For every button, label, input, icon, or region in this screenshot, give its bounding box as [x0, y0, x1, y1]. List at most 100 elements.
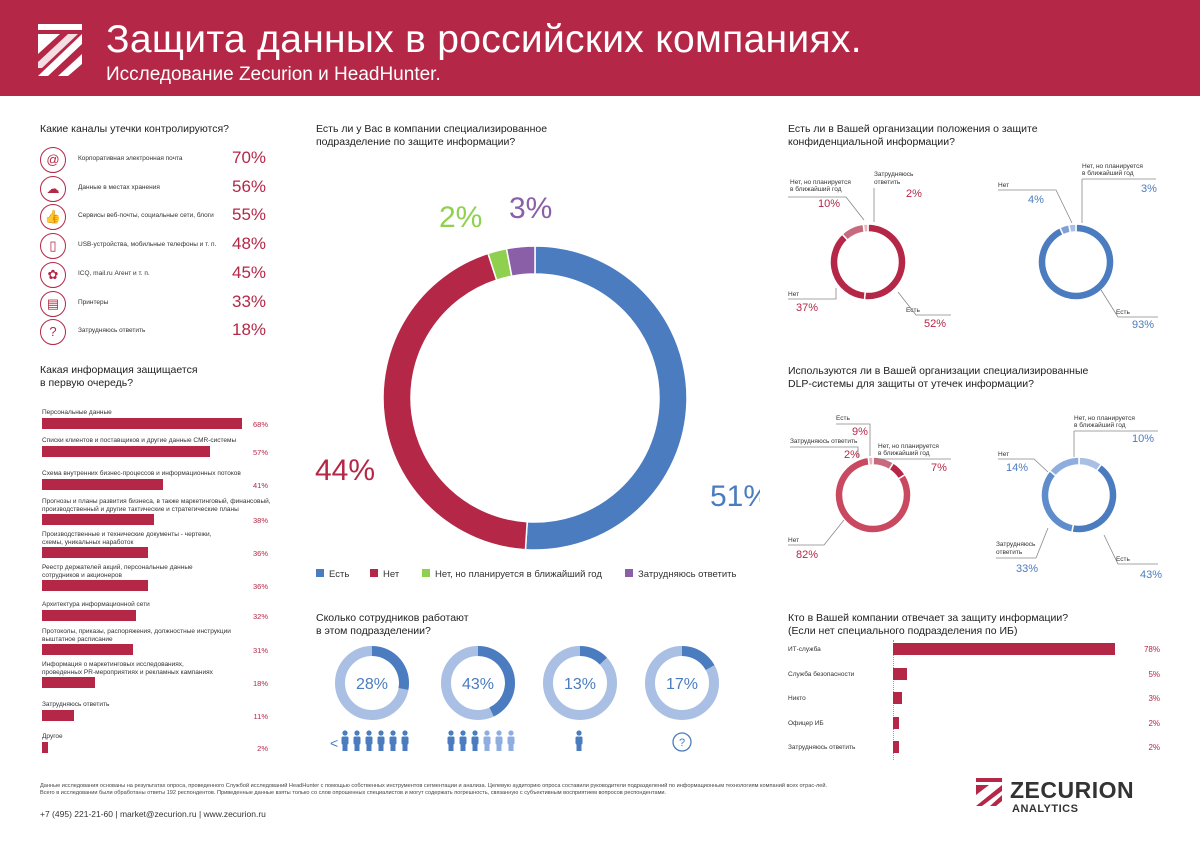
person-icon-legs: [576, 744, 582, 751]
staff-less-sign: <: [330, 735, 338, 751]
legend-no: Нет: [370, 569, 399, 580]
dlp-question-line1: Используются ли в Вашей организации спец…: [788, 365, 1089, 377]
staff-value: 13%: [564, 676, 596, 693]
info-bar: [42, 418, 242, 429]
info-label-line2: производственный и другие тактические и …: [42, 505, 239, 513]
who-bar: [893, 741, 899, 753]
phone-icon: ▯: [40, 233, 66, 260]
person-icon-head: [342, 730, 348, 736]
info-label: Другое: [42, 733, 63, 741]
info-value: 31%: [252, 646, 268, 655]
footer-contacts: +7 (495) 221-21-60 | market@zecurion.ru …: [40, 809, 266, 819]
policy-left-plan-label2: в ближайший год: [790, 185, 842, 193]
header-banner: Защита данных в российских компаниях. Ис…: [0, 0, 1200, 96]
info-bar: [42, 742, 48, 753]
channel-label: Сервисы веб-почты, социальные сети, блог…: [78, 212, 214, 220]
info-bar: [42, 610, 137, 621]
person-icon-head: [576, 730, 582, 736]
channel-value: 45%: [232, 262, 267, 282]
info-label-line1: Архитектура информационной сети: [42, 601, 150, 608]
info-bar: [42, 479, 163, 490]
dlp-question-line2: DLP-системы для защиты от утечек информа…: [788, 378, 1035, 390]
footer-note: Данные исследования основаны на результа…: [40, 783, 970, 797]
policy-right-yes-line: [1100, 289, 1158, 318]
at-icon: @: [40, 147, 66, 173]
dlp-left-no-value: 82%: [796, 549, 818, 561]
dlp-right-hard-line: [996, 527, 1049, 559]
channel-label: Принтеры: [78, 298, 109, 306]
info-value: 57%: [252, 448, 268, 457]
channel-label: ICQ, mail.ru Агент и т. п.: [78, 269, 150, 277]
channel-value: 56%: [232, 176, 267, 196]
info-question: Какая информация защищается в первую оче…: [40, 364, 198, 390]
who-value: 3%: [1148, 694, 1160, 703]
info-bar: [42, 677, 95, 688]
staff-ring-fill: [682, 646, 715, 670]
person-icon-head: [484, 730, 490, 736]
info-label: Информация о маркетинговых исследованиях…: [42, 661, 213, 676]
brand-subname: ANALYTICS: [1012, 803, 1079, 815]
channel-row: ▤ Принтеры 33%: [40, 290, 270, 319]
who-value: 5%: [1148, 669, 1160, 679]
info-value: 32%: [252, 612, 268, 621]
staff-ring-fill: [478, 646, 515, 717]
dlp-left-no-slice: [834, 456, 912, 534]
person-icon-body: [459, 736, 467, 745]
info-value: 38%: [252, 516, 268, 525]
info-label: Персональные данные: [42, 409, 112, 417]
dlp-question: Используются ли в Вашей организации спец…: [788, 365, 1088, 391]
info-bar: [42, 446, 210, 457]
person-icon-head: [496, 730, 502, 736]
legend-plan: Нет, но планируется в ближайший год: [422, 569, 602, 580]
info-label-line1: Протоколы, приказы, распоряжения, должно…: [42, 628, 231, 635]
info-label-line1: Другое: [42, 733, 63, 740]
policy-left-yes-label: Есть: [906, 307, 920, 314]
brand-name: ZECURION: [1010, 777, 1135, 803]
policy-left-plan-line: [788, 196, 865, 221]
person-icon-body: [507, 736, 515, 745]
staff-value: 43%: [462, 676, 494, 693]
dlp-right-hard-slice: [1040, 469, 1075, 534]
person-icon-head: [460, 730, 466, 736]
person-icon-body: [575, 736, 583, 745]
channel-value: 33%: [232, 291, 267, 311]
who-bar: [893, 643, 1115, 655]
dlp-right-plan-label2: в ближайший год: [1074, 421, 1126, 429]
policy-right-yes-value: 93%: [1132, 319, 1154, 331]
policy-left-no-value: 37%: [796, 302, 818, 314]
slice-hard: [505, 245, 536, 278]
question-icon: ?: [40, 319, 66, 346]
policy-right-no-value: 4%: [1028, 194, 1044, 206]
channel-row: ☁ Данные в местах хранения 56%: [40, 175, 270, 204]
policy-right-yes-slice: [1037, 223, 1115, 301]
info-label-line1: Затрудняюсь ответить: [42, 701, 110, 708]
info-label: Списки клиентов и поставщиков и другие д…: [42, 437, 236, 445]
person-icon-legs: [448, 744, 454, 751]
policy-right-plan-slice: [1068, 223, 1077, 234]
person-icon-body: [401, 736, 409, 745]
dlp-right-yes-slice: [1071, 463, 1118, 534]
info-bar: [42, 710, 75, 721]
who-label: ИТ-служба: [788, 646, 821, 653]
slice-no-label: 44%: [315, 454, 375, 487]
info-bar: [42, 514, 154, 525]
page-subtitle: Исследование Zecurion и HeadHunter.: [106, 64, 441, 85]
channel-label: Корпоративная электронная почта: [78, 155, 183, 162]
person-icon-head: [354, 730, 360, 736]
channel-value: 55%: [232, 205, 267, 225]
staff-value: 17%: [666, 676, 698, 693]
legend-swatch-plan: [422, 569, 430, 577]
info-label-line1: Производственные и технические документы…: [42, 531, 212, 538]
staff-donuts: 28% 43% 13% 17% <?: [330, 646, 719, 752]
who-value: 2%: [1148, 743, 1160, 752]
slice-plan-label: 2%: [439, 201, 482, 234]
who-bar: [893, 667, 908, 680]
legend-swatch-yes: [316, 569, 324, 577]
person-icon-body: [389, 736, 397, 745]
dept-question: Есть ли у Вас в компании специализирован…: [316, 123, 547, 149]
info-label-line1: Реестр держателей акций, персональные да…: [42, 564, 193, 571]
person-icon-legs: [496, 744, 502, 751]
info-label-line2: выштатное расписание: [42, 635, 113, 643]
policy-right-yes-label: Есть: [1116, 309, 1130, 316]
dlp-right-no-label: Нет: [998, 451, 1009, 458]
